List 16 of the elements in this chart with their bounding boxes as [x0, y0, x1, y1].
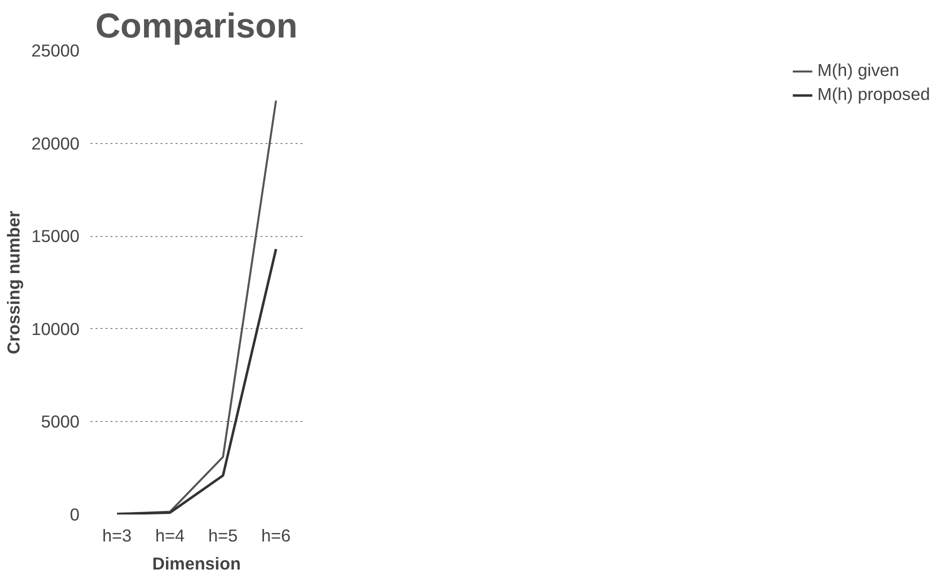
y-tick-label: 10000: [31, 318, 80, 339]
y-tick-label: 0: [70, 504, 80, 524]
y-tick-label: 15000: [31, 226, 80, 246]
legend-label: M(h) given: [817, 60, 900, 81]
y-axis-title: Crossing number: [3, 210, 24, 354]
legend-label: M(h) proposed: [817, 84, 930, 105]
chart-title: Comparison: [95, 8, 298, 46]
x-tick-label: h=3: [102, 526, 132, 546]
x-tick-label: h=6: [261, 526, 291, 546]
line-series: [116, 248, 278, 514]
y-tick-label: 5000: [40, 412, 80, 432]
x-tick-label: h=4: [155, 526, 186, 546]
x-tick-label: h=5: [208, 526, 238, 546]
y-tick-label: 20000: [31, 133, 80, 154]
x-axis-title: Dimension: [152, 554, 241, 574]
y-tick-label: 25000: [31, 40, 80, 60]
